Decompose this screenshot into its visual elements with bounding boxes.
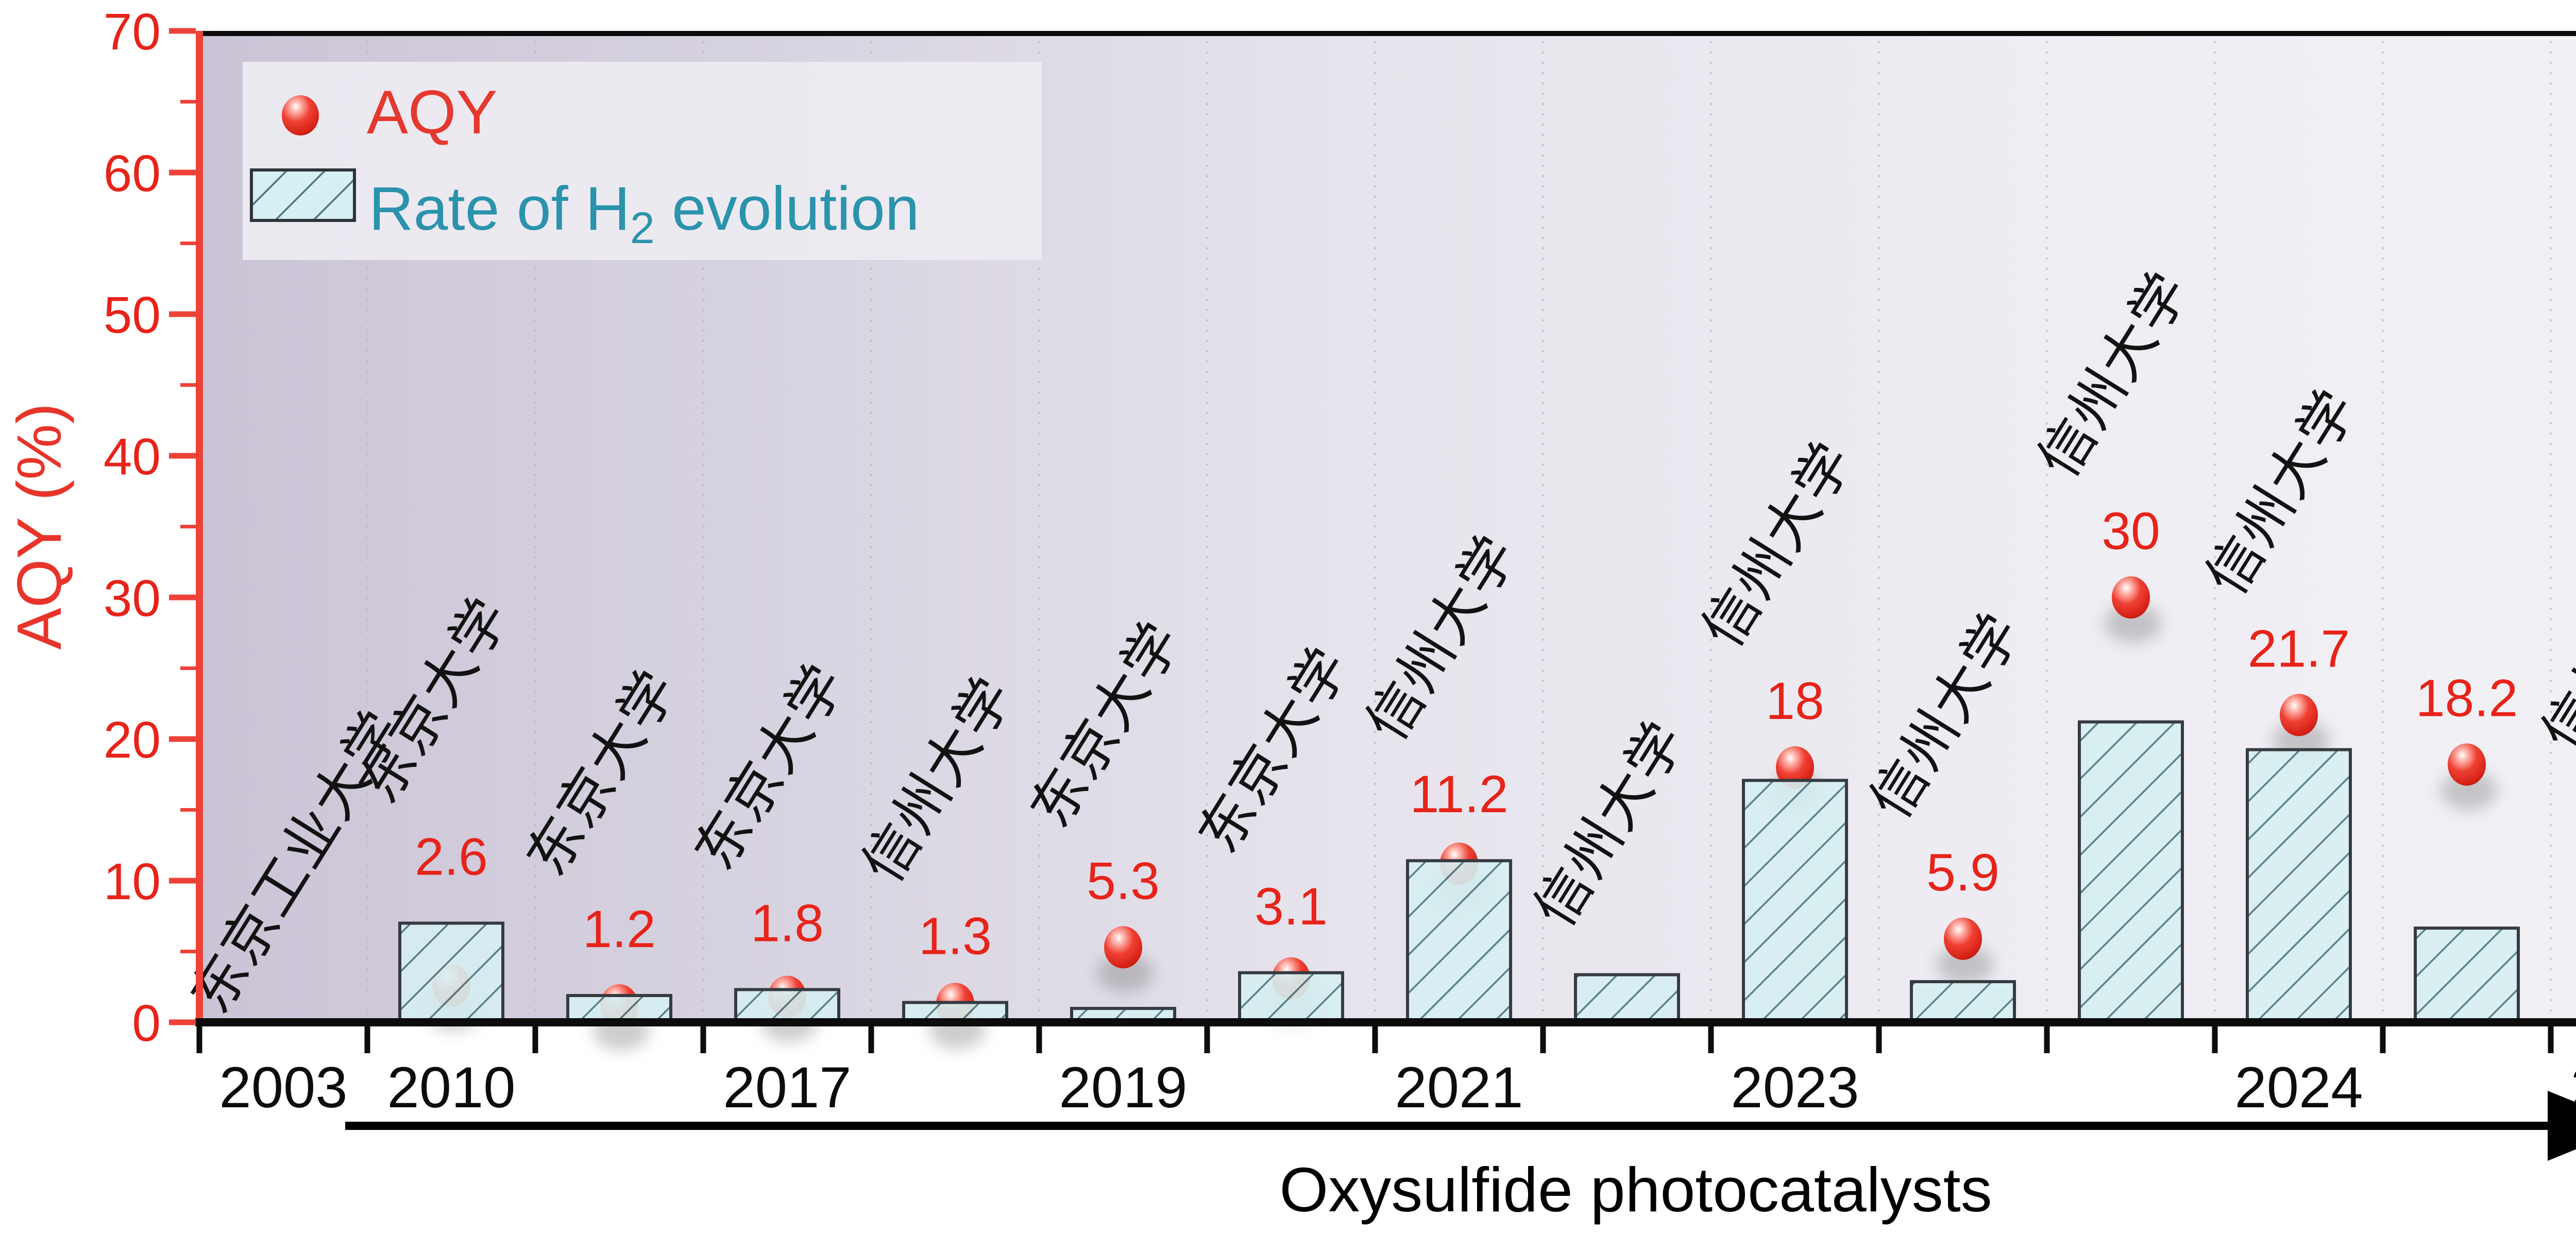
h2-rate-bar (1406, 859, 1512, 1024)
aqy-value-label: 5.9 (1926, 843, 1999, 902)
value-label-group: 2.61.21.81.35.33.111.2185.93021.718.210.… (415, 502, 2518, 966)
aqy-value-label: 1.2 (583, 900, 656, 958)
aqy-value-label: 11.2 (1410, 765, 1509, 824)
legend-rate-suffix: evolution (655, 174, 920, 243)
aqy-marker (1104, 926, 1142, 969)
legend-rate-swatch-icon (250, 168, 356, 222)
aqy-value-label: 5.3 (1087, 851, 1160, 910)
aqy-value-label: 30 (2102, 502, 2160, 560)
aqy-marker (2280, 694, 2318, 736)
left-tick-label: 50 (104, 286, 161, 344)
left-axis-title: AQY (%) (4, 403, 74, 649)
left-tick-label: 40 (104, 428, 161, 486)
x-tick-label-year: 2025 (2570, 1055, 2576, 1120)
legend-aqy-label: AQY (367, 78, 497, 147)
left-tick-group: 0 10 20 30 40 50 60 70 (104, 3, 196, 1052)
aqy-marker (1776, 746, 1814, 788)
aqy-marker (1944, 917, 1982, 960)
h2-rate-bar (1910, 980, 2016, 1024)
x-tick-label-year: 2003 (219, 1055, 347, 1120)
h2-rate-bar (734, 988, 840, 1024)
left-spine (196, 31, 203, 1026)
h2-rate-bar (2078, 720, 2184, 1024)
aqy-value-label: 3.1 (1255, 877, 1328, 936)
x-tick-group: 2003 2010 2017 2019 2021 2023 2024 2025 (196, 1026, 2576, 1120)
aqy-value-label: 1.8 (751, 894, 824, 952)
legend: AQY Rate of H2 evolution (243, 62, 1042, 260)
left-tick-label: 30 (104, 570, 161, 627)
left-tick-label: 70 (104, 3, 161, 61)
h2-rate-bar (566, 994, 672, 1024)
h2-rate-bar (1574, 973, 1680, 1024)
top-spine (199, 31, 2576, 36)
h2-rate-bar (2246, 748, 2352, 1024)
aqy-value-label: 21.7 (2248, 619, 2350, 678)
legend-rate-label: Rate of H2 evolution (369, 174, 919, 253)
aqy-value-label: 1.3 (919, 907, 992, 966)
h2-rate-bar (1238, 971, 1344, 1024)
left-tick-label: 0 (132, 994, 161, 1052)
x-tick-label-year: 2017 (723, 1055, 851, 1120)
legend-rate-prefix: Rate of H (369, 174, 630, 243)
left-tick-label: 60 (104, 145, 161, 202)
aqy-marker (2448, 743, 2486, 786)
legend-rate-sub: 2 (630, 203, 655, 253)
h2-rate-bar (1742, 779, 1848, 1024)
aqy-value-label: 18.2 (2416, 669, 2518, 728)
x-tick-label-year: 2019 (1059, 1055, 1187, 1120)
bottom-spine (195, 1018, 2576, 1026)
left-tick-label: 20 (104, 711, 161, 769)
h2-rate-bar (398, 921, 504, 1024)
aqy-value-label: 2.6 (415, 828, 488, 886)
aqy-marker (2112, 576, 2150, 619)
x-tick-label-year: 2024 (2234, 1055, 2363, 1120)
h2-rate-bar (2414, 927, 2520, 1024)
x-tick-label-year: 2023 (1731, 1055, 1859, 1120)
bar-group (398, 720, 2520, 1024)
arrow-label: Oxysulfide photocatalysts (1279, 1155, 1992, 1225)
legend-aqy-marker-icon (282, 95, 319, 135)
x-tick-label-year: 2021 (1395, 1055, 1523, 1120)
legend-background (243, 62, 1042, 260)
left-tick-label: 10 (104, 853, 161, 911)
x-tick-label-year: 2010 (387, 1055, 515, 1120)
aqy-value-label: 18 (1766, 672, 1824, 730)
timeline-annotation: Oxysulfide photocatalysts (345, 1091, 2576, 1225)
arrow-head-icon (2548, 1091, 2576, 1161)
